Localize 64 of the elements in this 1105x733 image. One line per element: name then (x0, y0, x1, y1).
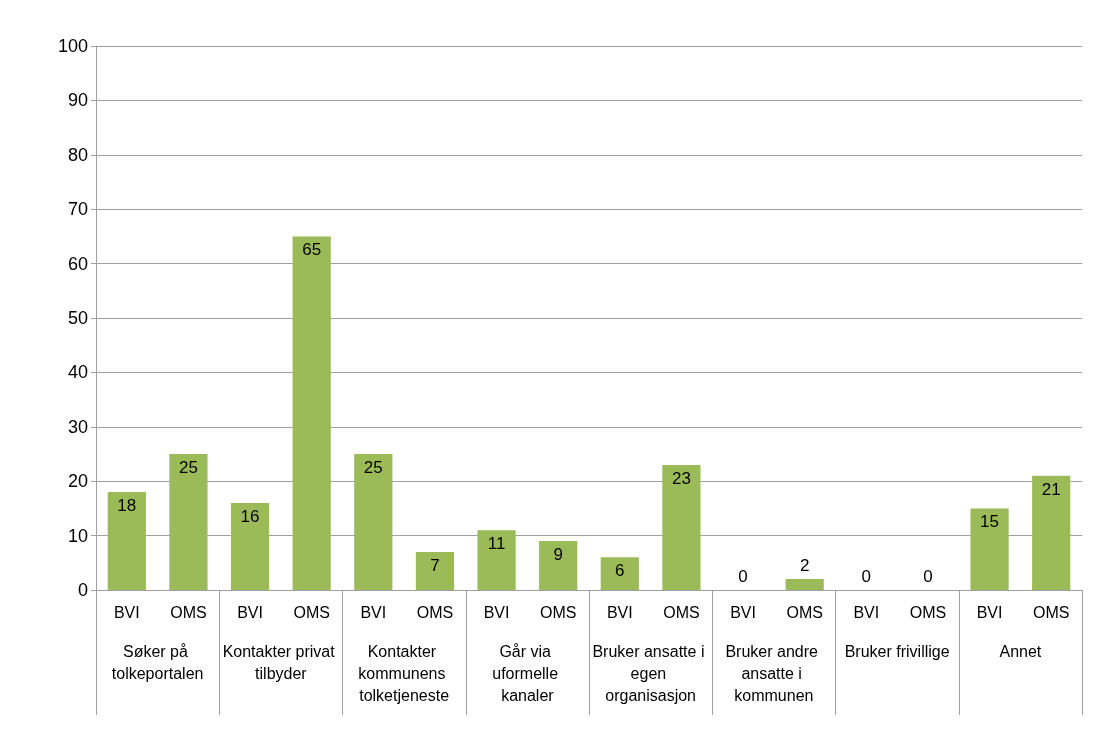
x-tick-label: OMS (663, 603, 700, 621)
data-label: 6 (615, 561, 625, 581)
text: Bruker andre ansatte i kommunen (725, 642, 823, 704)
data-label: 15 (980, 512, 1000, 532)
text: Kontakter privat tilbyder (222, 642, 340, 682)
y-tick-label: 10 (67, 525, 88, 546)
x-tick-label: OMS (1032, 603, 1070, 621)
x-tick-label: BVI (113, 603, 140, 621)
text: Bruker ansatte i egen organisasjon (592, 642, 709, 704)
data-label: 65 (302, 240, 322, 260)
bar (354, 454, 393, 590)
bar (539, 541, 578, 590)
y-tick-label: 0 (77, 580, 88, 600)
y-tick-label: 80 (67, 144, 88, 165)
data-label: 25 (363, 458, 383, 477)
bar (415, 551, 455, 590)
data-label: 25 (178, 458, 198, 477)
data-label: 18 (117, 496, 137, 516)
y-tick-label: 40 (67, 362, 88, 383)
y-tick-label: 20 (67, 471, 88, 492)
x-tick-label: BVI (606, 603, 633, 621)
y-tick-label: 30 (67, 416, 88, 437)
data-label: 9 (553, 545, 563, 565)
bar (970, 508, 1009, 590)
text: Annet (999, 642, 1042, 660)
bar (230, 502, 270, 590)
text: Søker på tolkeportalen (111, 642, 204, 682)
bar (107, 492, 146, 590)
data-label: 7 (430, 555, 440, 575)
bar (477, 530, 516, 590)
bar (292, 236, 331, 590)
data-label: 21 (1041, 479, 1061, 499)
x-tick-label: BVI (483, 603, 510, 621)
x-tick-label: OMS (786, 603, 823, 621)
data-label: 0 (738, 567, 748, 586)
y-tick-label: 50 (67, 308, 88, 328)
data-label: 11 (487, 534, 506, 554)
bar (1032, 475, 1071, 590)
data-label: 23 (671, 468, 691, 488)
y-tick-label: 90 (67, 90, 88, 111)
bar (662, 464, 701, 590)
x-tick-label: OMS (293, 603, 330, 621)
x-tick-label: OMS (539, 603, 577, 621)
x-tick-label: BVI (360, 603, 387, 621)
text: Bruker frivillige (844, 642, 950, 660)
x-tick-label: BVI (237, 603, 263, 621)
y-tick-label: 60 (67, 253, 88, 274)
text: Går via uformelle kanaler (492, 642, 563, 704)
data-label: 0 (923, 567, 933, 586)
y-tick-label: 70 (67, 199, 88, 220)
bar (600, 557, 639, 590)
data-label: 2 (799, 556, 810, 576)
x-tick-label: BVI (730, 603, 756, 621)
bar (169, 454, 208, 590)
text: Kontakter kommunens tolketjeneste (358, 642, 450, 704)
x-tick-label: OMS (909, 603, 947, 621)
x-tick-label: OMS (416, 603, 454, 621)
bar (785, 579, 824, 590)
y-tick-label: 100 (57, 36, 88, 56)
x-tick-label: OMS (170, 603, 207, 621)
x-tick-label: BVI (853, 603, 880, 621)
data-label: 0 (861, 567, 872, 586)
data-label: 16 (240, 506, 260, 526)
x-tick-label: BVI (976, 603, 1003, 621)
